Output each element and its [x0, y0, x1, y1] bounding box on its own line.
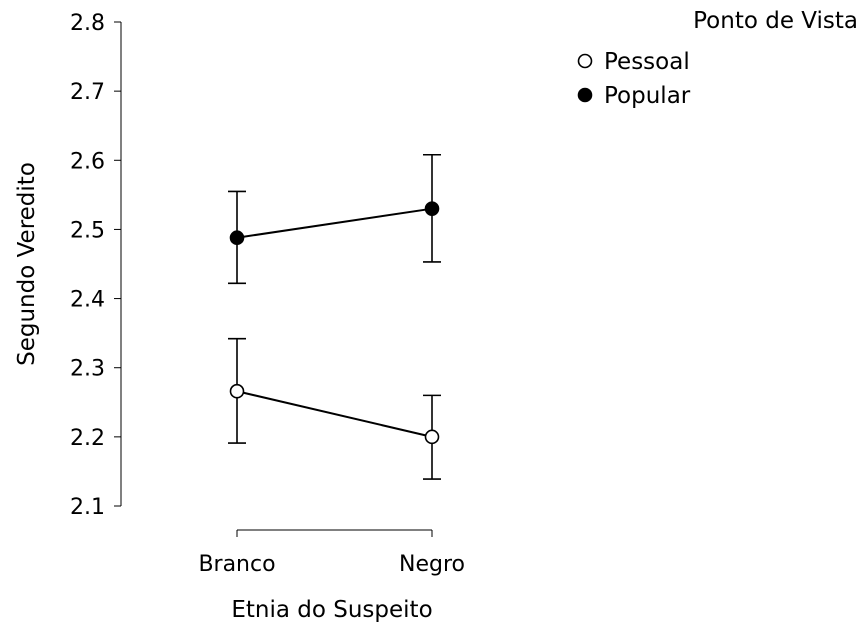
legend-marker-pessoal — [577, 53, 593, 69]
legend-label-popular: Popular — [604, 83, 691, 109]
legend: Ponto de Vista Pessoal Popular — [577, 8, 858, 109]
y-axis: 2.1 2.2 2.3 2.4 2.5 2.6 2.7 2.8 — [70, 11, 122, 520]
y-tick-label: 2.8 — [70, 11, 105, 36]
y-tick-label: 2.5 — [70, 218, 105, 243]
y-tick-label: 2.4 — [70, 288, 105, 313]
series-line-popular — [236, 207, 433, 239]
legend-label-pessoal: Pessoal — [604, 49, 690, 75]
legend-marker-popular — [577, 87, 593, 103]
data-point-pessoal — [229, 383, 245, 399]
y-tick-label: 2.1 — [70, 495, 105, 520]
legend-title: Ponto de Vista — [693, 8, 858, 34]
y-axis-title: Segundo Veredito — [14, 162, 40, 366]
data-point-pessoal — [424, 429, 440, 445]
x-axis: Branco Negro — [198, 529, 465, 577]
data-point-popular — [229, 230, 245, 246]
x-tick-label: Negro — [399, 552, 465, 577]
y-tick-label: 2.3 — [70, 357, 105, 382]
y-tick-label: 2.7 — [70, 80, 105, 105]
plot-area — [228, 153, 441, 480]
x-tick-label: Branco — [198, 552, 275, 577]
series-line-pessoal — [236, 390, 433, 438]
x-axis-title: Etnia do Suspeito — [231, 597, 432, 623]
data-point-popular — [424, 201, 440, 216]
y-tick-label: 2.6 — [70, 149, 105, 174]
y-tick-label: 2.2 — [70, 426, 105, 451]
